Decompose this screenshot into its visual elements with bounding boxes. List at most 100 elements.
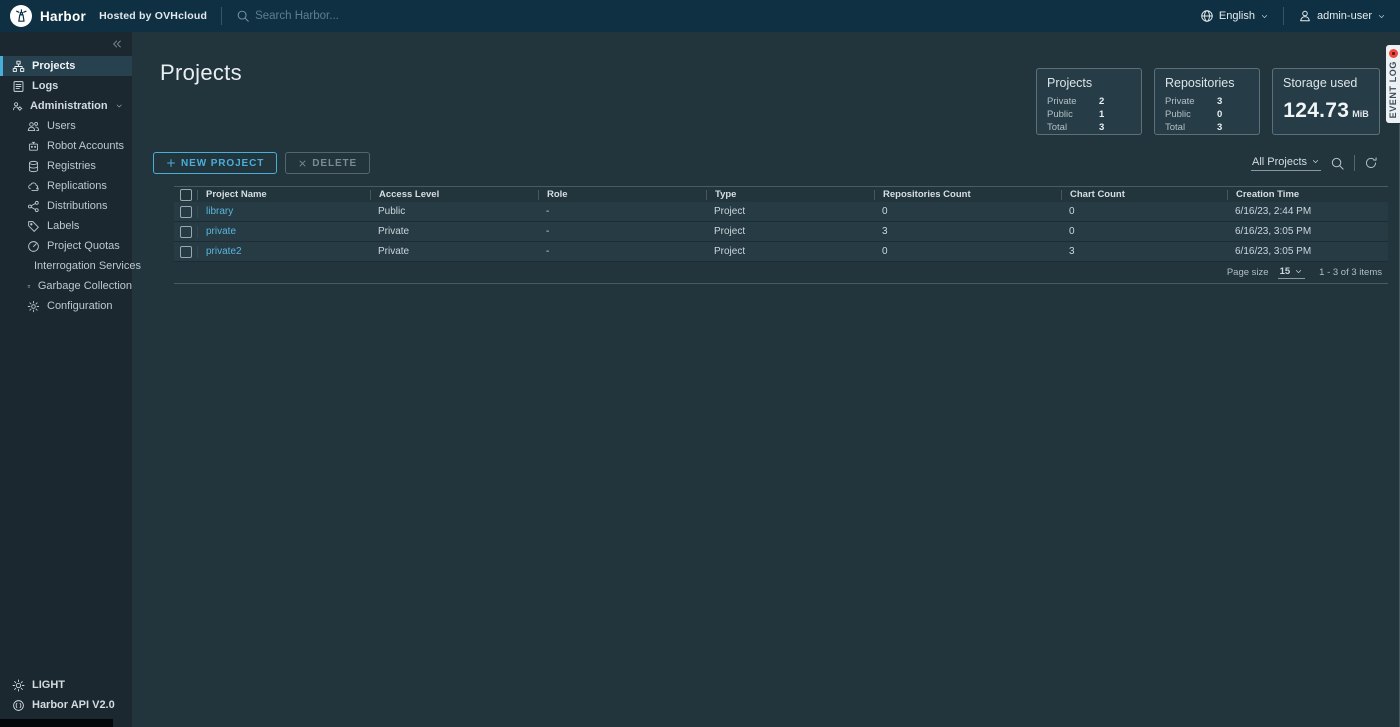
- collapse-sidebar-icon[interactable]: [111, 38, 123, 50]
- row-checkbox[interactable]: [179, 225, 192, 238]
- card-title: Projects: [1047, 76, 1093, 90]
- sidebar-item-label: Logs: [32, 80, 59, 92]
- theme-toggle[interactable]: LIGHT: [0, 675, 132, 695]
- sidebar-item-distributions[interactable]: Distributions: [0, 196, 132, 216]
- user-menu[interactable]: admin-user: [1298, 9, 1386, 23]
- sidebar-item-administration[interactable]: Administration: [0, 96, 132, 116]
- brand-tagline: Hosted by OVHcloud: [99, 10, 208, 22]
- summary-cards: Projects Private 2 Public 1 Total 3 Reposit…: [1036, 68, 1380, 135]
- sidebar-item-labels[interactable]: Labels: [0, 216, 132, 236]
- role-cell: -: [546, 206, 550, 217]
- table-row: private2 Private - Project 0 3 6/16/23, …: [174, 242, 1388, 262]
- sidebar-item-robot-accounts[interactable]: Robot Accounts: [0, 136, 132, 156]
- header-divider: [1282, 7, 1284, 25]
- language-label: English: [1218, 10, 1255, 22]
- refresh-icon: [1365, 157, 1377, 168]
- toolbar-divider: [1354, 155, 1355, 171]
- storage-unit: MiB: [1352, 109, 1369, 119]
- page-size-label: Page size: [1226, 267, 1269, 278]
- chart-count-cell: 0: [1069, 206, 1075, 217]
- sidebar-item-interrogation-services[interactable]: Interrogation Services: [0, 256, 141, 276]
- table-filter-group: All Projects: [1251, 155, 1378, 171]
- project-link[interactable]: private: [206, 225, 237, 237]
- gear-icon: [27, 300, 40, 312]
- event-log-tab[interactable]: EVENT LOG: [1386, 45, 1400, 123]
- filter-search-button[interactable]: [1330, 156, 1345, 171]
- stat-label: Total: [1165, 122, 1186, 133]
- stat-value: 2: [1099, 96, 1105, 107]
- toolbar: NEW PROJECT DELETE All Projects: [153, 152, 1400, 174]
- search-icon: [1331, 157, 1344, 170]
- project-scope-value: All Projects: [1252, 155, 1308, 168]
- sidebar-item-label: Users: [47, 120, 76, 132]
- sidebar-item-label: Configuration: [47, 300, 113, 312]
- projects-icon: [12, 60, 25, 72]
- select-all-checkbox[interactable]: [179, 188, 192, 201]
- access-level-cell: Private: [378, 246, 410, 257]
- card-title: Storage used: [1283, 76, 1358, 90]
- sidebar-item-registries[interactable]: Registries: [0, 156, 132, 176]
- page-size-select[interactable]: 15: [1277, 266, 1306, 279]
- column-header[interactable]: Chart Count: [1061, 189, 1227, 200]
- project-scope-select[interactable]: All Projects: [1251, 156, 1321, 171]
- globe-icon: [1201, 10, 1213, 22]
- column-header[interactable]: Access Level: [370, 189, 538, 200]
- table-row: private Private - Project 3 0 6/16/23, 3…: [174, 222, 1388, 242]
- column-header[interactable]: Role: [538, 189, 706, 200]
- registries-icon: [28, 160, 39, 172]
- column-header[interactable]: Creation Time: [1227, 189, 1388, 200]
- sidebar-item-label: Distributions: [47, 200, 108, 212]
- table-header-row: Project Name Access Level Role Type Repo…: [174, 186, 1388, 202]
- close-icon: [299, 160, 306, 166]
- tag-icon: [28, 220, 39, 232]
- projects-summary-card: Projects Private 2 Public 1 Total 3: [1036, 68, 1142, 135]
- logs-icon: [13, 80, 24, 92]
- chevron-down-icon: [1312, 160, 1319, 163]
- stat-label: Public: [1165, 109, 1191, 120]
- project-link[interactable]: library: [206, 205, 234, 217]
- type-cell: Project: [714, 206, 746, 217]
- distributions-icon: [27, 200, 39, 212]
- sidebar-item-replications[interactable]: Replications: [0, 176, 132, 196]
- creation-time-cell: 6/16/23, 3:05 PM: [1235, 246, 1312, 257]
- access-level-cell: Private: [378, 226, 410, 237]
- user-icon: [1300, 10, 1310, 22]
- sidebar-item-label: Replications: [47, 180, 107, 192]
- sidebar-item-garbage-collection[interactable]: Garbage Collection: [0, 276, 132, 296]
- sidebar-item-users[interactable]: Users: [0, 116, 132, 136]
- column-header[interactable]: Repositories Count: [874, 189, 1061, 200]
- sidebar-item-logs[interactable]: Logs: [0, 76, 132, 96]
- sidebar-item-label: Garbage Collection: [37, 280, 132, 292]
- delete-button[interactable]: DELETE: [285, 152, 371, 174]
- sun-icon: [12, 679, 25, 691]
- type-cell: Project: [714, 246, 746, 257]
- sidebar-item-label: Project Quotas: [47, 240, 120, 252]
- administration-icon: [12, 101, 23, 111]
- sidebar-item-project-quotas[interactable]: Project Quotas: [0, 236, 132, 256]
- robot-icon: [28, 141, 39, 151]
- stat-value: 3: [1099, 122, 1105, 133]
- row-checkbox[interactable]: [179, 205, 192, 218]
- gauge-icon: [28, 240, 39, 252]
- stat-value: 3: [1217, 122, 1223, 133]
- chevron-down-icon: [1296, 270, 1302, 273]
- harbor-logo[interactable]: [10, 5, 32, 27]
- repositories-count-cell: 3: [882, 226, 888, 237]
- column-header[interactable]: Project Name: [197, 189, 370, 200]
- sidebar-item-projects[interactable]: Projects: [0, 56, 132, 76]
- chart-count-cell: 3: [1069, 246, 1075, 257]
- replications-icon: [28, 182, 39, 191]
- sidebar-item-configuration[interactable]: Configuration: [0, 296, 132, 316]
- api-version-link[interactable]: Harbor API V2.0: [0, 695, 132, 715]
- row-checkbox[interactable]: [179, 245, 192, 258]
- search-input[interactable]: [255, 10, 486, 22]
- page-title: Projects: [160, 60, 242, 85]
- type-cell: Project: [714, 226, 746, 237]
- chevron-down-icon: [1378, 14, 1385, 18]
- column-header[interactable]: Type: [706, 189, 874, 200]
- language-menu[interactable]: English: [1200, 9, 1269, 23]
- refresh-button[interactable]: [1364, 156, 1378, 170]
- project-link[interactable]: private2: [206, 245, 242, 257]
- chart-count-cell: 0: [1069, 226, 1075, 237]
- new-project-button[interactable]: NEW PROJECT: [153, 152, 278, 174]
